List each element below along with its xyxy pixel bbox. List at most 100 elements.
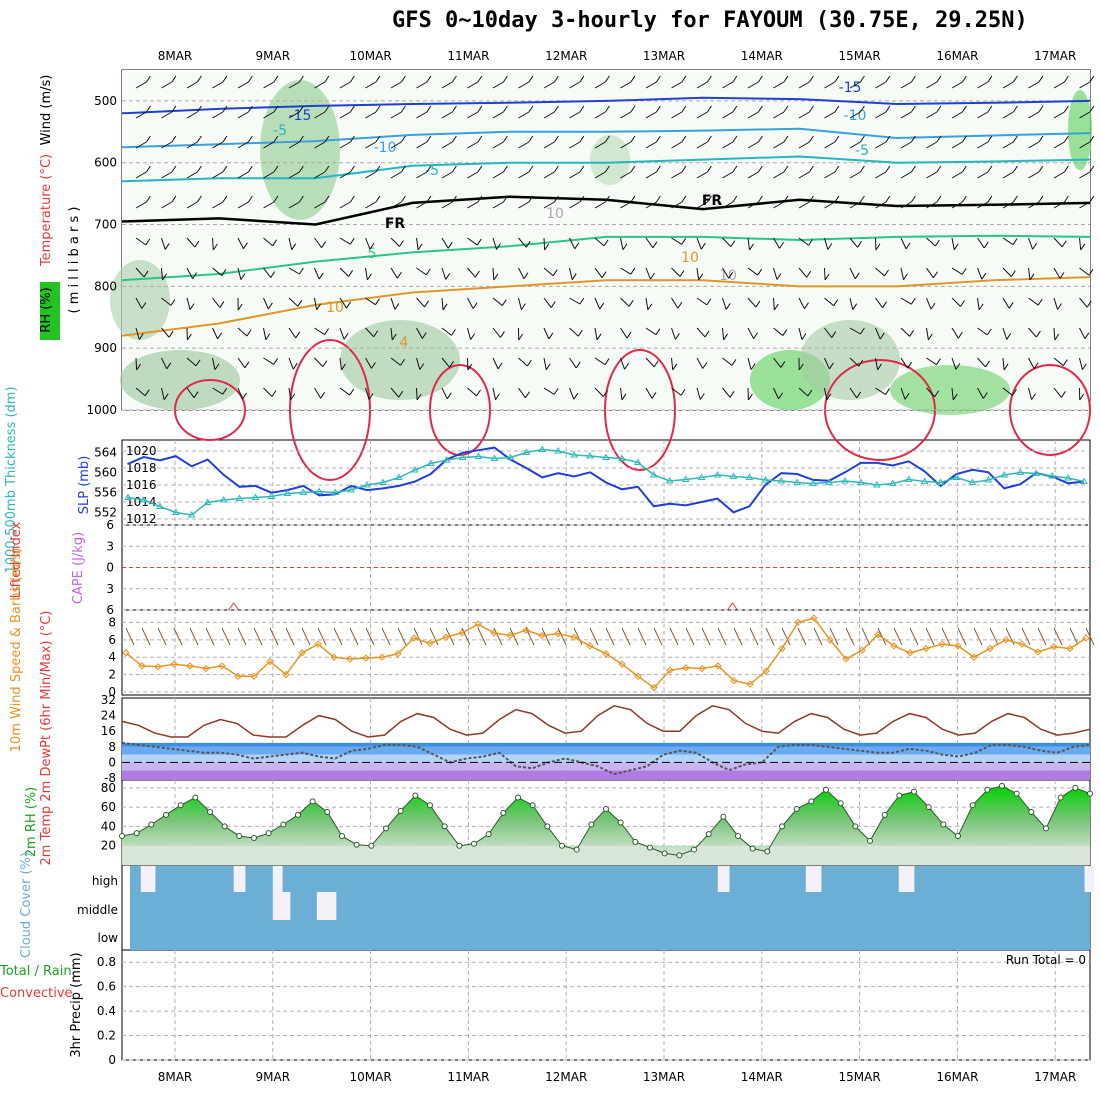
wind-barb-10m	[781, 627, 791, 646]
wind-barb-flag	[723, 333, 728, 341]
rh-marker	[823, 786, 829, 793]
wind-barb-flag	[757, 268, 763, 276]
wind-barb-flag	[1054, 333, 1060, 341]
wind-barb	[926, 387, 936, 398]
tick-label-pressure: 700	[94, 218, 117, 232]
wind-barb-flag	[270, 271, 276, 278]
wind-barb-flag	[196, 105, 202, 113]
wind-barb	[416, 327, 423, 339]
rh-marker	[764, 848, 771, 855]
wind-barb-flag	[553, 105, 559, 113]
wind-barb	[824, 357, 830, 370]
wind-barb	[186, 201, 198, 209]
wind-barb-flag	[375, 298, 380, 305]
wind-barb	[824, 171, 836, 179]
wind-barb	[722, 357, 733, 366]
wind-barb	[671, 141, 683, 149]
date-label-top: 8MAR	[158, 49, 193, 63]
wind-barb	[1002, 387, 1013, 396]
rh-base	[122, 845, 1090, 865]
wind-barb-flag	[442, 303, 448, 311]
date-label-bottom: 17MAR	[1034, 1070, 1076, 1084]
wind-barb-flag	[808, 165, 814, 173]
wind-barb-flag	[518, 333, 524, 341]
wind-barb	[390, 141, 402, 149]
wind-barb	[620, 81, 632, 89]
wind-barb	[620, 171, 632, 179]
wind-barb	[212, 237, 214, 251]
wind-barb	[186, 297, 191, 310]
wind-barb-flag	[573, 392, 579, 400]
wind-barb-flag	[187, 333, 192, 341]
wind-barb	[365, 81, 377, 89]
wind-barb	[926, 237, 936, 247]
wind-barb	[824, 237, 829, 250]
wind-barb-flag	[961, 195, 967, 203]
wind-barb	[518, 387, 526, 399]
wind-barb	[212, 111, 224, 119]
date-label-top: 13MAR	[643, 49, 685, 63]
wind-barb-flag	[834, 195, 840, 203]
ylabel-cape: CAPE (J/kg)	[71, 532, 86, 604]
wind-barb-flag	[550, 301, 556, 308]
wind-barb-flag	[626, 331, 632, 339]
wind-barb	[161, 267, 164, 280]
wind-barb	[365, 267, 368, 280]
wind-barb	[161, 387, 165, 400]
wind-barb-flag	[273, 105, 279, 113]
wind-barb-flag	[601, 271, 607, 278]
wind-barb	[722, 267, 730, 279]
rh-marker	[837, 800, 844, 807]
rh2m-panel: 80 60 40 20	[101, 781, 1093, 865]
wind-barb-flag	[1059, 272, 1065, 279]
wind-barb	[390, 387, 400, 398]
wind-barb-flag	[961, 268, 967, 275]
tick-label-temp: 32	[101, 693, 116, 707]
rh-marker	[500, 809, 507, 816]
wind-barb-flag	[451, 105, 457, 113]
wind-barb-10m	[541, 627, 551, 646]
wind-barb-flag	[523, 272, 529, 279]
wind-barb	[1079, 237, 1082, 250]
wind-barb	[314, 171, 326, 179]
wind-barb-flag	[400, 195, 406, 203]
wind-barb-flag	[298, 75, 304, 83]
wind-barb	[926, 327, 929, 340]
wind-barb	[263, 267, 272, 278]
wind-barb-flag	[1057, 303, 1062, 310]
wind-barb-flag	[265, 333, 271, 341]
wind-barb	[1002, 237, 1014, 245]
series-line-thickness	[127, 448, 1085, 516]
wind-barb-flag	[783, 135, 789, 143]
wind-barb-flag	[502, 135, 508, 143]
wind-barb-flag	[189, 303, 195, 310]
wind-barb-flag	[341, 363, 346, 371]
wind-barb-flag	[171, 75, 177, 83]
wind-barb	[747, 111, 759, 119]
wind-barb-flag	[425, 268, 431, 276]
tick-label-pressure: 800	[94, 279, 117, 293]
wind-barb	[543, 387, 555, 395]
wind-marker	[314, 640, 322, 648]
wind-barb-flag	[527, 359, 532, 367]
wind-barb	[314, 237, 322, 249]
wind-barb-flag	[324, 328, 329, 335]
wind-barb-flag	[1062, 359, 1068, 366]
wind-barb	[186, 81, 198, 89]
wind-barb-flag	[417, 243, 423, 251]
wind-barb	[900, 81, 912, 89]
wind-barb-flag	[196, 165, 202, 173]
wind-barb	[900, 141, 912, 149]
page-title: GFS 0~10day 3-hourly for FAYOUM (30.75E,…	[392, 8, 1028, 33]
rh-marker	[192, 794, 199, 801]
wind-barb	[722, 141, 734, 149]
tick-label-pressure: 500	[94, 94, 117, 108]
wind-barb-flag	[1038, 75, 1044, 83]
wind-barb-flag	[1029, 273, 1035, 281]
wind-marker	[282, 670, 290, 679]
wind-barb-10m	[397, 627, 407, 646]
wind-marker	[1018, 640, 1026, 648]
rh-marker	[867, 837, 873, 844]
tick-label-pressure: 1000	[86, 403, 117, 417]
rh-marker	[955, 833, 961, 840]
